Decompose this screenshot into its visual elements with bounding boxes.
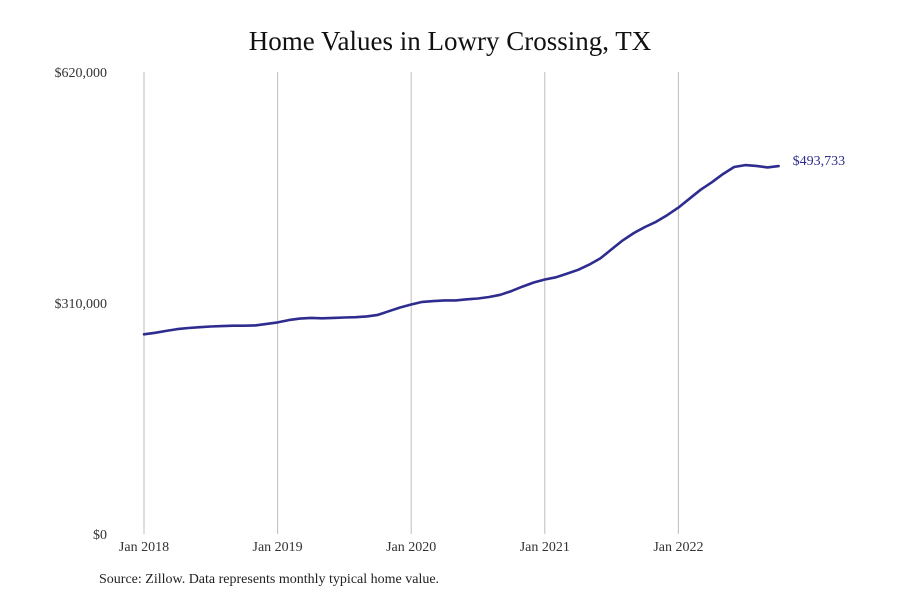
y-tick-label: $620,000 — [55, 66, 108, 81]
x-tick-label: Jan 2020 — [386, 540, 436, 555]
chart-title: Home Values in Lowry Crossing, TX — [248, 26, 652, 56]
x-tick-label: Jan 2022 — [653, 540, 703, 555]
source-note: Source: Zillow. Data represents monthly … — [99, 572, 440, 587]
y-tick-label: $310,000 — [55, 297, 108, 312]
x-tick-label: Jan 2021 — [520, 540, 570, 555]
series-line — [142, 163, 780, 336]
y-tick-label: $0 — [93, 528, 107, 543]
x-axis-labels: Jan 2018 Jan 2019 Jan 2020 Jan 2021 Jan 2022 — [119, 540, 704, 555]
end-value-label: $493,733 — [793, 154, 846, 169]
grid-lines — [143, 72, 679, 534]
x-tick-label: Jan 2019 — [253, 540, 303, 555]
x-tick-label: Jan 2018 — [119, 540, 169, 555]
series-layer: $493,733 — [142, 154, 846, 336]
y-axis-labels: $0 $310,000 $620,000 — [55, 66, 108, 543]
